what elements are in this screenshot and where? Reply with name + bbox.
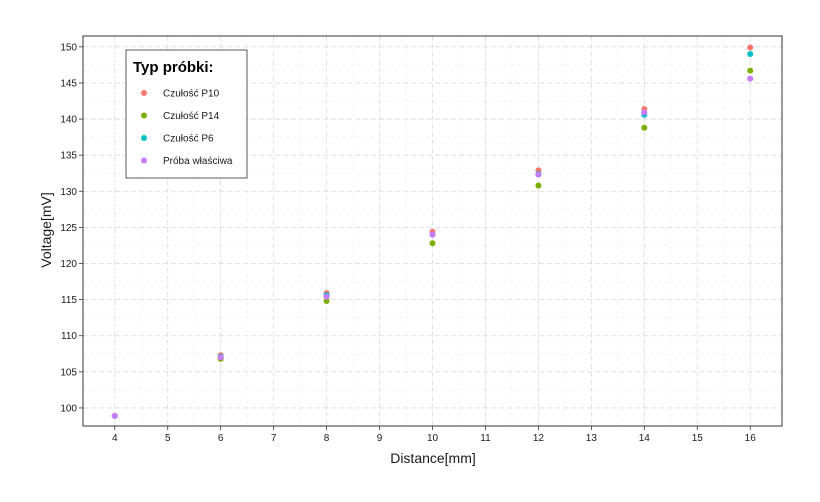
legend-key: [141, 157, 147, 164]
y-tick-label: 120: [60, 259, 77, 270]
axes: 4 5 6 7 8 9 10 11 12 13 14 15 16 100 105 110 115 120 125 13…: [60, 42, 756, 444]
y-tick-label: 145: [60, 78, 77, 89]
data-point: [111, 412, 118, 419]
x-tick-label: 16: [745, 433, 757, 444]
x-tick-label: 15: [692, 433, 704, 444]
legend-key: [141, 112, 147, 119]
y-axis-title: Voltage[mV]: [38, 192, 54, 268]
legend-label: Czułość P14: [163, 111, 220, 122]
y-tick-label: 130: [60, 187, 77, 198]
data-point: [429, 231, 436, 238]
x-tick-label: 14: [639, 433, 651, 444]
legend-label: Czułość P6: [163, 134, 214, 145]
x-tick-label: 13: [586, 433, 598, 444]
data-point: [747, 51, 754, 58]
x-tick-label: 11: [480, 433, 491, 444]
x-tick-label: 6: [218, 433, 224, 444]
data-points: [111, 44, 754, 419]
x-axis-title: Distance[mm]: [390, 450, 476, 466]
x-tick-label: 4: [112, 433, 118, 444]
legend-title: Typ próbki:: [133, 59, 214, 76]
data-point: [747, 44, 754, 51]
x-tick-label: 8: [324, 433, 330, 444]
data-point: [535, 171, 542, 178]
y-tick-label: 100: [60, 403, 77, 414]
data-point: [217, 354, 224, 361]
data-point: [535, 182, 542, 189]
y-tick-label: 105: [60, 367, 77, 378]
y-tick-label: 135: [60, 151, 77, 162]
y-tick-label: 110: [61, 331, 77, 342]
data-point: [641, 109, 648, 116]
data-point: [323, 293, 330, 300]
y-tick-label: 150: [60, 42, 77, 53]
data-point: [747, 67, 754, 74]
legend: Typ próbki: Czułość P10 Czułość P14 Czułoś…: [125, 49, 248, 179]
x-tick-label: 5: [165, 433, 171, 444]
y-tick-label: 140: [60, 115, 77, 126]
legend-key: [141, 135, 147, 141]
x-tick-label: 7: [271, 433, 277, 444]
legend-label: Czułość P10: [163, 89, 220, 100]
legend-label: Próba właściwa: [163, 156, 233, 167]
data-point: [323, 298, 330, 305]
x-tick-label: 12: [533, 433, 545, 444]
x-tick-label: 9: [377, 433, 383, 444]
x-tick-label: 10: [427, 433, 439, 444]
y-tick-label: 125: [60, 223, 77, 234]
data-point: [641, 124, 648, 131]
legend-key: [141, 90, 147, 96]
data-point: [747, 75, 754, 82]
y-tick-label: 115: [61, 295, 77, 306]
data-point: [429, 240, 436, 247]
